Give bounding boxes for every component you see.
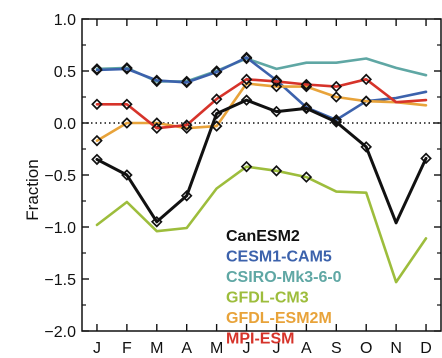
data-point-canesm2: [121, 169, 133, 181]
data-point-cesm1-cam5: [330, 114, 343, 126]
series-line-gfdl-esm2m: [95, 82, 428, 142]
plot-area: 1.0 0.5 0.0 −0.5 −1.0 −1.5 −2.0 J F M A M J J A S O N D: [44, 12, 442, 357]
x-tick-label: J: [272, 340, 280, 357]
data-point-canesm2: [360, 141, 373, 153]
data-point-mpi-esm: [210, 93, 223, 105]
data-point-canesm2: [270, 105, 283, 118]
data-point-mpi-esm: [270, 75, 283, 88]
data-point-gfdl-esm2m: [91, 134, 103, 147]
data-point-mpi-esm: [91, 98, 103, 111]
data-point-cesm1-cam5: [121, 63, 133, 75]
x-tick-label: N: [390, 340, 402, 357]
data-point-cesm1-cam5: [150, 74, 163, 87]
series-line-canesm2: [95, 98, 428, 225]
x-tick-label: S: [331, 340, 342, 357]
data-point-gfdl-esm2m: [330, 91, 343, 103]
y-tick-label: 0.5: [54, 64, 76, 81]
x-tick-label: F: [122, 340, 132, 357]
x-tick-label: J: [243, 340, 251, 357]
legend-item-gfdl-esm2m: GFDL-ESM2M: [226, 310, 332, 327]
data-point-gfdl-cm3: [270, 165, 283, 177]
data-point-mpi-esm: [150, 122, 163, 135]
data-point-mpi-esm: [180, 119, 193, 131]
data-point-gfdl-cm3: [240, 160, 253, 173]
data-point-cesm1-cam5: [91, 64, 103, 76]
series-line-gfdl-cm3: [95, 165, 428, 284]
data-point-mpi-esm: [300, 78, 313, 91]
data-point-mpi-esm: [240, 73, 253, 86]
data-point-gfdl-cm3: [300, 171, 313, 183]
data-point-canesm2: [420, 152, 432, 165]
x-tick-label: J: [93, 340, 101, 357]
x-tick-label: M: [150, 340, 163, 357]
data-point-gfdl-esm2m: [121, 117, 133, 129]
data-point-canesm2: [330, 116, 343, 128]
data-point-canesm2: [91, 153, 103, 166]
data-point-mpi-esm: [121, 98, 133, 111]
data-point-canesm2: [150, 215, 163, 228]
x-tick-label: M: [210, 340, 223, 357]
data-point-gfdl-esm2m: [270, 80, 283, 93]
y-tick-label: −1.0: [44, 220, 76, 237]
legend-item-canesm2: CanESM2: [226, 228, 300, 245]
data-point-cesm1-cam5: [210, 66, 223, 78]
series-line-mpi-esm: [95, 78, 428, 130]
data-point-mpi-esm: [360, 73, 373, 86]
x-tick-label: D: [420, 340, 432, 357]
y-axis-label: Fraction: [23, 159, 42, 220]
legend-item-csiro-mk3-6-0: CSIRO-Mk3-6-0: [226, 269, 342, 286]
legend-item-mpi-esm: MPI-ESM: [226, 331, 294, 348]
data-point-cesm1-cam5: [240, 51, 253, 64]
y-tick-label: −0.5: [44, 168, 76, 185]
data-point-cesm1-cam5: [180, 76, 193, 89]
x-tick-label: O: [360, 340, 372, 357]
legend-item-gfdl-cm3: GFDL-CM3: [226, 290, 309, 307]
data-point-gfdl-esm2m: [360, 95, 373, 107]
data-point-canesm2: [300, 102, 313, 115]
x-tick-label: A: [181, 340, 192, 357]
y-tick-label: −1.5: [44, 272, 76, 289]
data-point-canesm2: [210, 107, 223, 120]
data-point-canesm2: [180, 189, 193, 202]
y-tick-label: −2.0: [44, 324, 76, 341]
y-tick-label: 1.0: [54, 12, 76, 29]
x-tick-label: A: [301, 340, 312, 357]
legend-item-cesm1-cam5: CESM1-CAM5: [226, 249, 332, 266]
data-point-mpi-esm: [330, 80, 343, 93]
legend: CanESM2 CESM1-CAM5 CSIRO-Mk3-6-0 GFDL-CM3 GF…: [226, 228, 342, 348]
data-point-canesm2: [240, 94, 253, 106]
y-tick-label: 0.0: [54, 116, 76, 133]
